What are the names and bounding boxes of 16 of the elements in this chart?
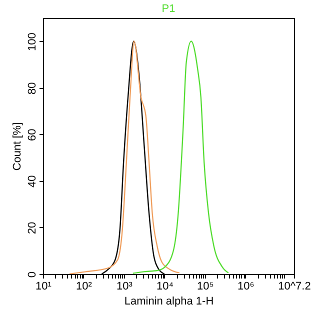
x-tick-label: 10¹ bbox=[36, 280, 52, 292]
y-tick-label: 100 bbox=[26, 32, 38, 51]
text: P1 bbox=[162, 3, 176, 15]
x-tick-label: 10⁶ bbox=[238, 280, 254, 292]
y-tick-label: 60 bbox=[26, 128, 38, 141]
x-tick-label: 10^7.2 bbox=[278, 280, 311, 292]
x-tick-label: 10⁴ bbox=[156, 280, 174, 292]
x-axis-title: Laminin alpha 1-H bbox=[124, 296, 214, 308]
x-tick-label: 10³ bbox=[116, 280, 133, 292]
x-tick-label: 10⁵ bbox=[197, 280, 214, 292]
y-tick-label: 80 bbox=[26, 82, 38, 94]
x-tick-label: 10² bbox=[76, 280, 92, 292]
y-tick-label: 40 bbox=[26, 175, 38, 188]
y-tick-label: 20 bbox=[26, 222, 38, 234]
y-axis-title: Count [%] bbox=[12, 122, 24, 171]
y-tick-label: 0 bbox=[26, 271, 38, 278]
